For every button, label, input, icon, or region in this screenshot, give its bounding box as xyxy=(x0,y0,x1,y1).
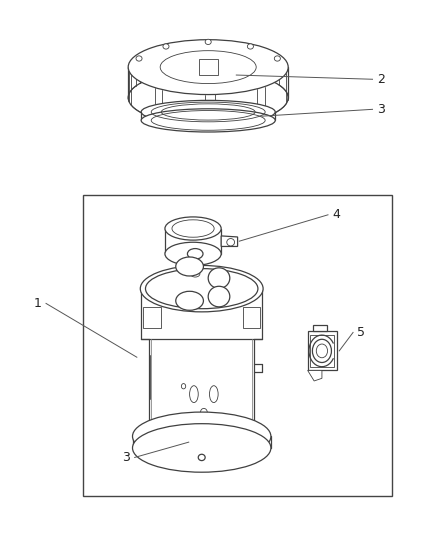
Polygon shape xyxy=(307,370,322,381)
Ellipse shape xyxy=(247,44,254,49)
Ellipse shape xyxy=(136,56,142,61)
Ellipse shape xyxy=(208,268,230,288)
Ellipse shape xyxy=(145,269,258,309)
Bar xyxy=(199,59,218,75)
Ellipse shape xyxy=(227,239,235,246)
Ellipse shape xyxy=(312,340,332,362)
Text: 4: 4 xyxy=(332,208,340,221)
Ellipse shape xyxy=(163,44,169,49)
Polygon shape xyxy=(221,236,237,246)
Ellipse shape xyxy=(181,384,186,389)
Bar xyxy=(310,335,334,367)
Ellipse shape xyxy=(128,39,288,94)
Bar xyxy=(83,195,392,496)
Text: 5: 5 xyxy=(357,326,365,339)
Bar xyxy=(307,331,337,370)
Ellipse shape xyxy=(176,292,203,310)
Text: 2: 2 xyxy=(377,73,385,86)
Ellipse shape xyxy=(209,386,218,402)
Ellipse shape xyxy=(140,265,263,312)
Ellipse shape xyxy=(208,286,230,307)
Ellipse shape xyxy=(176,257,203,276)
Bar xyxy=(313,325,327,331)
Ellipse shape xyxy=(141,109,275,132)
Ellipse shape xyxy=(198,454,205,461)
Ellipse shape xyxy=(160,51,256,84)
Text: 1: 1 xyxy=(34,297,42,310)
Ellipse shape xyxy=(190,386,198,402)
Ellipse shape xyxy=(205,39,211,45)
Ellipse shape xyxy=(187,248,203,259)
Ellipse shape xyxy=(141,100,275,124)
Ellipse shape xyxy=(165,217,221,240)
Polygon shape xyxy=(141,289,262,339)
Ellipse shape xyxy=(149,415,254,447)
Ellipse shape xyxy=(133,424,271,472)
Ellipse shape xyxy=(191,271,200,277)
Polygon shape xyxy=(149,339,254,431)
Ellipse shape xyxy=(274,56,280,61)
Ellipse shape xyxy=(201,408,207,417)
Ellipse shape xyxy=(133,412,271,461)
Ellipse shape xyxy=(165,242,221,265)
Text: 3: 3 xyxy=(377,103,385,116)
Polygon shape xyxy=(187,270,203,274)
Text: 3: 3 xyxy=(123,451,131,464)
